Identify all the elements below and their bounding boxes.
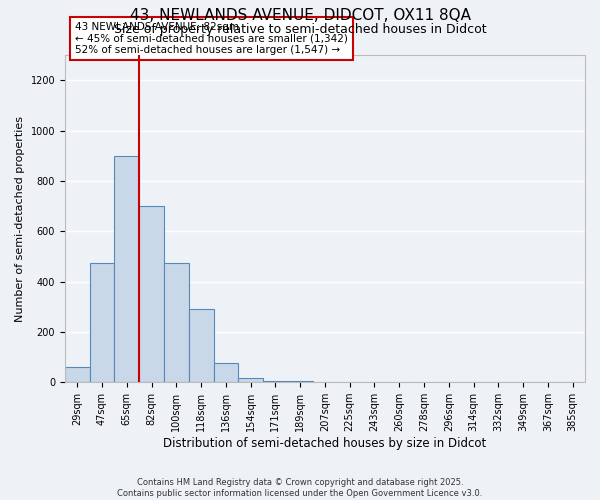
Bar (189, 309, 214, 382)
Bar (214, 364, 238, 382)
X-axis label: Distribution of semi-detached houses by size in Didcot: Distribution of semi-detached houses by … (163, 437, 487, 450)
Text: 43, NEWLANDS AVENUE, DIDCOT, OX11 8QA: 43, NEWLANDS AVENUE, DIDCOT, OX11 8QA (130, 8, 470, 22)
Bar (139, 206, 164, 382)
Bar (263, 381, 288, 382)
Text: 43 NEWLANDS AVENUE: 82sqm
← 45% of semi-detached houses are smaller (1,342)
52% : 43 NEWLANDS AVENUE: 82sqm ← 45% of semi-… (76, 22, 348, 55)
Text: Contains HM Land Registry data © Crown copyright and database right 2025.
Contai: Contains HM Land Registry data © Crown c… (118, 478, 482, 498)
Bar (164, 262, 189, 382)
Bar (89, 262, 115, 382)
Y-axis label: Number of semi-detached properties: Number of semi-detached properties (15, 116, 25, 322)
Bar (65, 367, 89, 382)
Bar (288, 381, 313, 382)
Bar (238, 378, 263, 382)
Bar (115, 156, 139, 382)
Text: Size of property relative to semi-detached houses in Didcot: Size of property relative to semi-detach… (113, 22, 487, 36)
